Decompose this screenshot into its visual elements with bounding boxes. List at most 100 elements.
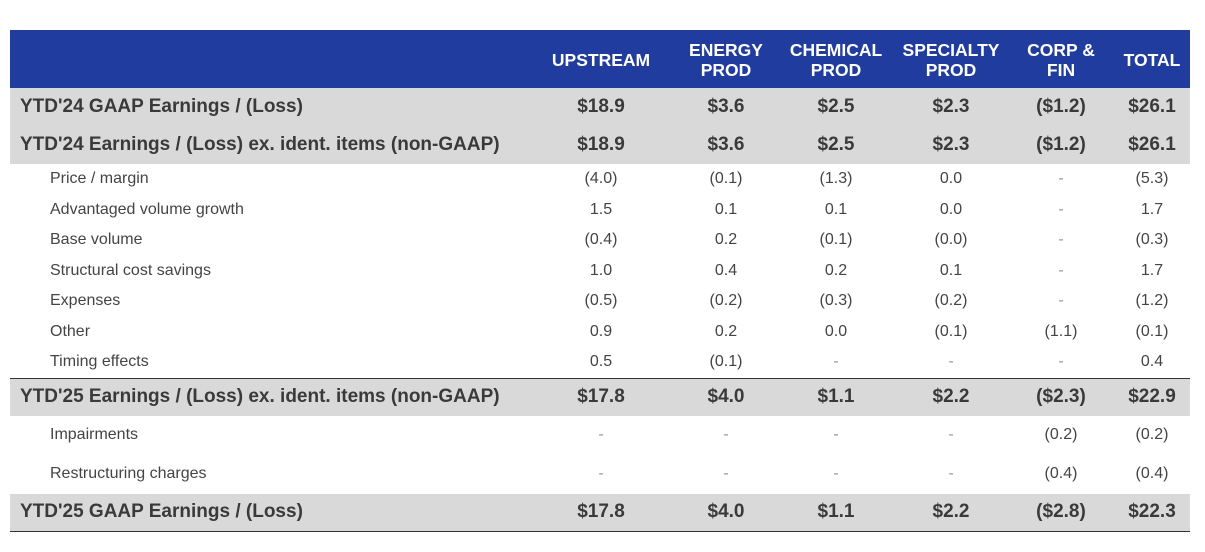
- row-label: Advantaged volume growth: [50, 200, 244, 218]
- table-cell: (0.3): [819, 292, 853, 310]
- table-row: Price / margin (4.0) (0.1) (1.3) 0.0 - (5.3): [10, 164, 1190, 195]
- table-cell: 0.4: [1140, 353, 1164, 371]
- table-cell: -: [833, 426, 839, 443]
- table-cell: $22.3: [1128, 501, 1176, 522]
- table-cell: (0.1): [709, 170, 743, 188]
- table-cell: (1.1): [1044, 322, 1078, 340]
- table-cell: 0.2: [714, 322, 738, 340]
- table-cell: $2.5: [817, 96, 855, 117]
- row-label: Impairments: [50, 426, 139, 443]
- table-cell: 0.1: [824, 200, 848, 218]
- table-cell: (0.2): [709, 292, 743, 310]
- table-row: Impairments - - - - (0.2) (0.2): [10, 416, 1190, 455]
- table-cell: -: [833, 465, 839, 482]
- table-cell: (0.1): [709, 353, 743, 371]
- earnings-table: UPSTREAM ENERGY PROD CHEMICAL PROD SPECIAL…: [10, 30, 1190, 532]
- table-row: Advantaged volume growth 1.5 0.1 0.1 0.0 - 1.7: [10, 195, 1190, 226]
- table-cell: -: [598, 426, 604, 443]
- table-cell: $3.6: [707, 96, 745, 117]
- table-cell: 0.0: [939, 200, 963, 218]
- table-row-total: YTD'24 GAAP Earnings / (Loss) $18.9 $3.6 $2…: [10, 88, 1190, 126]
- table-cell: $22.9: [1128, 386, 1176, 407]
- table-row: Restructuring charges - - - - (0.4) (0.4): [10, 455, 1190, 494]
- table-cell: 1.0: [589, 261, 613, 279]
- table-row: Structural cost savings 1.0 0.4 0.2 0.1 - 1.7: [10, 256, 1190, 287]
- table-cell: ($1.2): [1036, 96, 1086, 117]
- col-header-specialty-prod: SPECIALTY PROD: [902, 40, 1000, 80]
- table-cell: -: [1058, 170, 1064, 188]
- table-cell: $2.3: [932, 134, 970, 155]
- row-label: Base volume: [50, 231, 143, 249]
- table-cell: 0.4: [714, 261, 738, 279]
- table-cell: -: [1058, 231, 1064, 249]
- row-label: Expenses: [50, 292, 121, 310]
- table-cell: $2.3: [932, 96, 970, 117]
- table-cell: 0.9: [589, 322, 613, 340]
- table-cell: $18.9: [577, 134, 625, 155]
- table-cell: 0.0: [824, 322, 848, 340]
- table-cell: $26.1: [1128, 134, 1176, 155]
- table-cell: $26.1: [1128, 96, 1176, 117]
- row-label: YTD'24 GAAP Earnings / (Loss): [20, 96, 303, 117]
- table-cell: ($1.2): [1036, 134, 1086, 155]
- table-header: UPSTREAM ENERGY PROD CHEMICAL PROD SPECIAL…: [10, 30, 1190, 88]
- table-row: Expenses (0.5) (0.2) (0.3) (0.2) - (1.2): [10, 286, 1190, 317]
- table-cell: 0.0: [939, 170, 963, 188]
- table-cell: (0.2): [1135, 426, 1169, 443]
- row-label: YTD'25 Earnings / (Loss) ex. ident. item…: [20, 386, 500, 407]
- row-label: YTD'24 Earnings / (Loss) ex. ident. item…: [20, 134, 500, 155]
- row-label: Restructuring charges: [50, 465, 207, 482]
- table-cell: -: [1058, 353, 1064, 371]
- table-cell: 0.2: [714, 231, 738, 249]
- table-cell: 0.2: [824, 261, 848, 279]
- table-cell: -: [1058, 292, 1064, 310]
- table-cell: $1.1: [817, 386, 855, 407]
- table-row-total: YTD'25 Earnings / (Loss) ex. ident. item…: [10, 377, 1190, 416]
- table-cell: $18.9: [577, 96, 625, 117]
- row-label: Price / margin: [50, 170, 149, 188]
- table-cell: -: [948, 353, 954, 371]
- table-cell: 0.1: [939, 261, 963, 279]
- table-cell: $2.2: [932, 386, 970, 407]
- table-cell: (0.5): [584, 292, 618, 310]
- table-row: Other 0.9 0.2 0.0 (0.1) (1.1) (0.1): [10, 317, 1190, 348]
- col-header-energy-prod: ENERGY PROD: [689, 40, 763, 80]
- table-cell: (0.1): [1135, 322, 1169, 340]
- table-cell: (0.1): [934, 322, 968, 340]
- table-cell: ($2.8): [1036, 501, 1086, 522]
- col-header-total: TOTAL: [1123, 50, 1181, 70]
- table-cell: (0.0): [934, 231, 968, 249]
- table-cell: 1.7: [1140, 261, 1164, 279]
- table-cell: (0.4): [1135, 465, 1169, 482]
- row-label: Other: [50, 322, 91, 340]
- table-cell: -: [723, 465, 729, 482]
- table-cell: 0.5: [589, 353, 613, 371]
- table-cell: (0.4): [1044, 465, 1078, 482]
- table-cell: 1.7: [1140, 200, 1164, 218]
- col-header-corp-fin: CORP & FIN: [1027, 40, 1095, 80]
- table-row: Base volume (0.4) 0.2 (0.1) (0.0) - (0.3): [10, 225, 1190, 256]
- row-label: Structural cost savings: [50, 261, 211, 279]
- table-cell: (0.2): [1044, 426, 1078, 443]
- table-cell: (0.3): [1135, 231, 1169, 249]
- table-cell: (0.1): [819, 231, 853, 249]
- table-cell: $2.2: [932, 501, 970, 522]
- table-cell: -: [1058, 261, 1064, 279]
- table-cell: $4.0: [707, 501, 745, 522]
- table-cell: $17.8: [577, 386, 625, 407]
- table-cell: -: [1058, 200, 1064, 218]
- table-cell: 1.5: [589, 200, 613, 218]
- table-cell: (1.2): [1135, 292, 1169, 310]
- table-cell: ($2.3): [1036, 386, 1086, 407]
- table-cell: 0.1: [714, 200, 738, 218]
- table-cell: (4.0): [584, 170, 618, 188]
- table-cell: (0.4): [584, 231, 618, 249]
- table-cell: (5.3): [1135, 170, 1169, 188]
- table-cell: (0.2): [934, 292, 968, 310]
- table-cell: $1.1: [817, 501, 855, 522]
- table-row: Timing effects 0.5 (0.1) - - - 0.4: [10, 347, 1190, 378]
- table-cell: $3.6: [707, 134, 745, 155]
- table-cell: $4.0: [707, 386, 745, 407]
- col-header-chemical-prod: CHEMICAL PROD: [789, 40, 883, 80]
- table-cell: $2.5: [817, 134, 855, 155]
